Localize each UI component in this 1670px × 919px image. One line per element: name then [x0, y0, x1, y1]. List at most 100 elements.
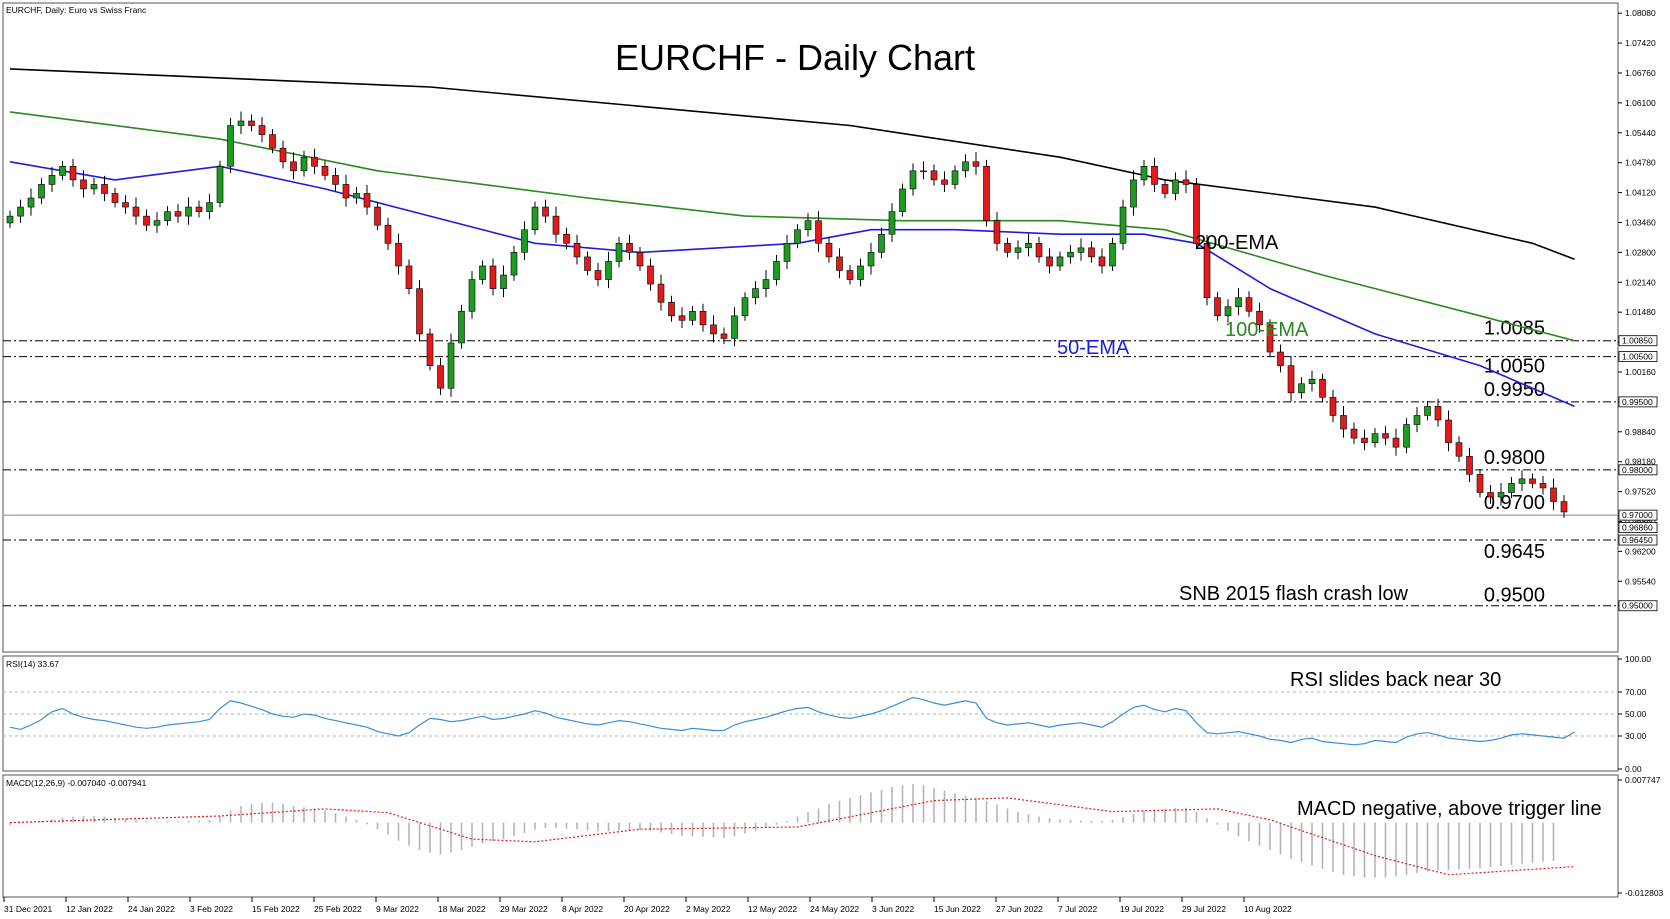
candle-bear: [342, 184, 350, 199]
candle-bear: [1046, 256, 1053, 267]
ema-line-200-ema: [9, 68, 1575, 260]
candle-bear: [1487, 492, 1494, 498]
candle-bear: [1098, 256, 1106, 267]
candle-bull: [1109, 243, 1116, 267]
candle-bear: [258, 125, 266, 135]
candle-bear: [972, 161, 980, 167]
candle-bear: [993, 220, 1001, 244]
candle-bull: [38, 184, 45, 199]
candle-bull: [1067, 252, 1074, 258]
candle-bull: [783, 243, 791, 262]
candle-bull: [1025, 243, 1032, 249]
candle-bull: [899, 188, 906, 212]
candle-bear: [311, 156, 318, 167]
date-tick-label: 3 Feb 2022: [190, 904, 233, 914]
candle-bear: [710, 324, 717, 335]
date-tick-label: 3 Jun 2022: [872, 904, 914, 914]
price-tag-text: 0.97000: [1622, 510, 1653, 520]
candle-bear: [248, 120, 255, 126]
candle-bear: [626, 243, 633, 253]
price-tick-label: 1.03460: [1625, 217, 1656, 227]
date-tick-label: 29 Mar 2022: [500, 904, 548, 914]
candle-bear: [594, 270, 602, 280]
candle-bear: [489, 265, 497, 289]
ema100-label: 100-EMA: [1225, 319, 1309, 341]
price-tick-label: 0.97520: [1625, 487, 1656, 497]
candle-bull: [615, 243, 623, 262]
candle-bull: [510, 252, 518, 276]
macd-note: MACD negative, above trigger line: [1297, 798, 1602, 820]
level-label-0.9500: 0.9500: [1484, 585, 1545, 607]
candle-bear: [405, 265, 413, 289]
candle-bull: [479, 265, 486, 280]
ema-line-100-ema: [9, 111, 1575, 342]
symbol-info: EURCHF, Daily: Euro vs Swiss Franc: [6, 5, 147, 15]
candle-bull: [1298, 383, 1305, 394]
date-tick-label: 12 Jan 2022: [66, 904, 113, 914]
current-price-box: [1618, 522, 1658, 533]
candle-bear: [678, 315, 686, 321]
candle-bull: [794, 229, 801, 244]
current-price-text: 0.96860: [1622, 522, 1653, 532]
level-label-0.9800: 0.9800: [1484, 447, 1545, 469]
candle-bear: [290, 161, 297, 172]
price-tag-box: [1618, 534, 1658, 546]
candle-bull: [1508, 483, 1515, 493]
macd-title: MACD(12,26,9) -0.007040 -0.007941: [6, 778, 147, 788]
candle-bull: [689, 310, 696, 321]
date-tick-label: 18 Mar 2022: [438, 904, 486, 914]
candle-bear: [69, 165, 77, 181]
candle-bull: [1403, 424, 1410, 448]
candle-bear: [1434, 406, 1442, 421]
candle-bear: [542, 206, 549, 217]
candle-bear: [1382, 433, 1389, 439]
candle-bull: [206, 202, 213, 212]
level-label-0.9645: 0.9645: [1484, 541, 1545, 563]
level-label-1.0050: 1.0050: [1484, 356, 1545, 378]
candle-bear: [1392, 437, 1400, 448]
candle-bull: [962, 161, 969, 172]
candle-bear: [332, 175, 339, 185]
ema-lines: [9, 68, 1575, 408]
candle-bull: [1424, 406, 1431, 416]
price-tick-label: 1.08080: [1625, 8, 1656, 18]
date-tick-label: 19 Jul 2022: [1120, 904, 1164, 914]
candle-bear: [1193, 184, 1200, 244]
candle-bull: [1235, 297, 1242, 308]
price-tag-text: 0.98000: [1622, 465, 1653, 475]
ema-line-50-ema: [9, 161, 1575, 408]
date-axis: 31 Dec 2021 12 Jan 2022 24 Jan 2022 3 Feb 2…: [3, 897, 1292, 914]
candle-bear: [1151, 165, 1158, 185]
price-axis: 1.08080 1.07420 1.06760 1.06100 1.05440 1.047…: [1618, 8, 1656, 611]
date-tick-label: 12 May 2022: [748, 904, 797, 914]
candle-bull: [888, 211, 896, 235]
candle-bull: [227, 125, 234, 167]
candle-bull: [1224, 306, 1232, 317]
candle-bear: [563, 233, 570, 244]
candle-bull: [300, 156, 308, 172]
candle-bear: [122, 202, 129, 208]
candle-bull: [1308, 378, 1316, 385]
macd-tick-label: 0.007747: [1625, 775, 1661, 785]
price-tick-label: 0.96860: [1625, 516, 1656, 526]
candles: [6, 111, 1568, 518]
candle-bear: [1214, 297, 1221, 317]
price-tick-label: 1.04120: [1625, 188, 1656, 198]
candle-bear: [426, 333, 434, 366]
rsi-title: RSI(14) 33.67: [6, 659, 59, 669]
candle-bear: [1182, 179, 1190, 185]
candle-bull: [353, 193, 360, 199]
candle-bull: [153, 220, 161, 226]
candle-bull: [773, 261, 780, 280]
candle-bull: [17, 206, 24, 217]
rsi-panel: 100.00 70.00 50.00 30.00 0.00: [3, 654, 1651, 774]
macd-signal-line: [9, 797, 1575, 876]
date-tick-label: 25 Feb 2022: [314, 904, 362, 914]
candle-bull: [1119, 206, 1127, 244]
rsi-tick-label: 100.00: [1625, 654, 1651, 664]
candle-bull: [1172, 179, 1179, 194]
candle-bear: [437, 365, 444, 389]
candle-bull: [1056, 256, 1064, 267]
candle-bull: [1497, 492, 1505, 498]
